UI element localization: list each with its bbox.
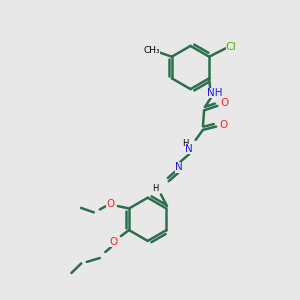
Text: H: H [153,184,159,193]
Text: N: N [175,162,183,172]
Text: NH: NH [207,88,223,98]
Text: O: O [109,237,117,247]
Text: H: H [182,139,189,148]
Text: O: O [106,199,114,209]
Text: O: O [221,98,229,108]
Text: O: O [220,119,228,130]
Text: N: N [185,144,193,154]
Text: Cl: Cl [226,42,236,52]
Text: CH₃: CH₃ [143,46,160,55]
